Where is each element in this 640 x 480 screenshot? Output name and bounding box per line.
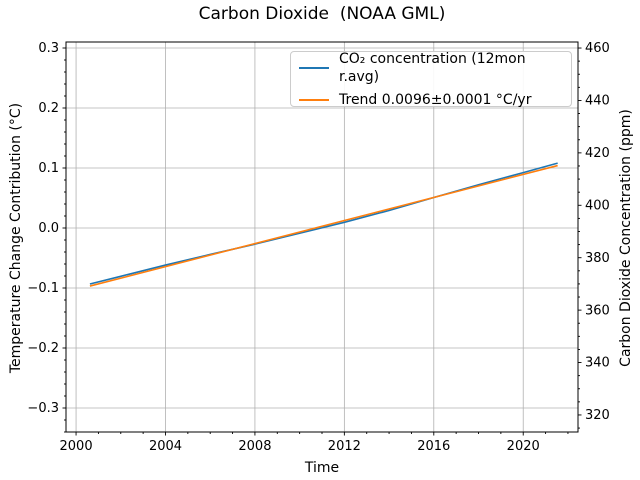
chart-title: Carbon Dioxide (NOAA GML)	[198, 4, 446, 24]
x-tick-label-2016: 2016	[417, 439, 450, 454]
plot-border	[65, 41, 579, 433]
y-right-tick-label-380: 380	[585, 251, 610, 266]
y-left-tick-label-0.3: 0.3	[38, 41, 59, 56]
legend-line-swatch-co2	[299, 66, 329, 69]
legend: CO₂ concentration (12mon r.avg) Trend 0.…	[290, 50, 572, 109]
y-right-tick-label-360: 360	[585, 303, 610, 318]
legend-entry-co2: CO₂ concentration (12mon r.avg)	[299, 50, 563, 86]
y-left-tick-label-−0.2: −0.2	[27, 341, 59, 356]
y-left-tick-label-−0.3: −0.3	[27, 401, 59, 416]
x-axis-label: Time	[304, 460, 340, 476]
legend-label-trend: Trend 0.0096±0.0001 °C/yr	[339, 91, 532, 108]
y-axis-label-right: Carbon Dioxide Concentration (ppm)	[618, 109, 634, 367]
y-left-tick-label-−0.1: −0.1	[27, 281, 59, 296]
y-right-tick-label-460: 460	[585, 41, 610, 56]
x-tick-label-2000: 2000	[60, 439, 93, 454]
y-left-tick-label-0.2: 0.2	[38, 101, 59, 116]
series-line-co2-concentration	[89, 162, 558, 285]
legend-line-swatch-trend	[299, 98, 329, 101]
x-tick-label-2004: 2004	[149, 439, 182, 454]
y-axis-label-left: Temperature Change Contribution (°C)	[8, 102, 24, 374]
y-right-tick-label-320: 320	[585, 408, 610, 423]
x-tick-label-2012: 2012	[328, 439, 361, 454]
x-tick-label-2020: 2020	[507, 439, 540, 454]
y-right-tick-label-420: 420	[585, 146, 610, 161]
grid	[66, 42, 578, 432]
x-tick-label-2008: 2008	[238, 439, 271, 454]
y-left-tick-label-0.0: 0.0	[38, 221, 59, 236]
legend-label-co2: CO₂ concentration (12mon r.avg)	[339, 50, 526, 85]
y-right-tick-label-440: 440	[585, 94, 610, 109]
series-line-trend	[89, 164, 558, 287]
y-left-tick-label-0.1: 0.1	[38, 161, 59, 176]
y-right-tick-label-340: 340	[585, 356, 610, 371]
y-right-tick-label-400: 400	[585, 198, 610, 213]
legend-entry-trend: Trend 0.0096±0.0001 °C/yr	[299, 91, 563, 109]
